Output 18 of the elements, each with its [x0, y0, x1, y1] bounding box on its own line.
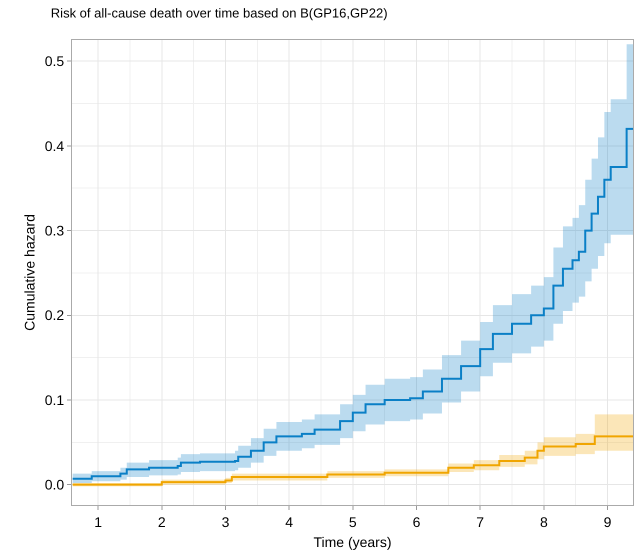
- x-axis-title: Time (years): [313, 534, 392, 550]
- y-tick-label: 0.2: [44, 307, 64, 324]
- y-tick-label: 0.3: [44, 222, 64, 238]
- y-tick-label: 0.0: [44, 476, 64, 493]
- y-tick-label: 0.1: [44, 392, 64, 408]
- x-tick-label: 4: [285, 514, 294, 530]
- y-tick-label: 0.4: [44, 138, 64, 154]
- x-tick-label: 9: [604, 514, 612, 530]
- x-tick-label: 3: [222, 514, 230, 530]
- x-tick-label: 2: [158, 514, 166, 530]
- x-tick-label: 7: [476, 514, 484, 530]
- y-tick-label: 0.5: [44, 53, 64, 70]
- x-tick-label: 5: [348, 514, 357, 530]
- x-tick-label: 6: [412, 514, 421, 530]
- x-tick-label: 1: [94, 514, 102, 530]
- chart-title: Risk of all-cause death over time based on B(GP16,GP22): [50, 5, 388, 20]
- x-tick-label: 8: [540, 514, 548, 530]
- y-axis-title: Cumulative hazard: [21, 214, 38, 331]
